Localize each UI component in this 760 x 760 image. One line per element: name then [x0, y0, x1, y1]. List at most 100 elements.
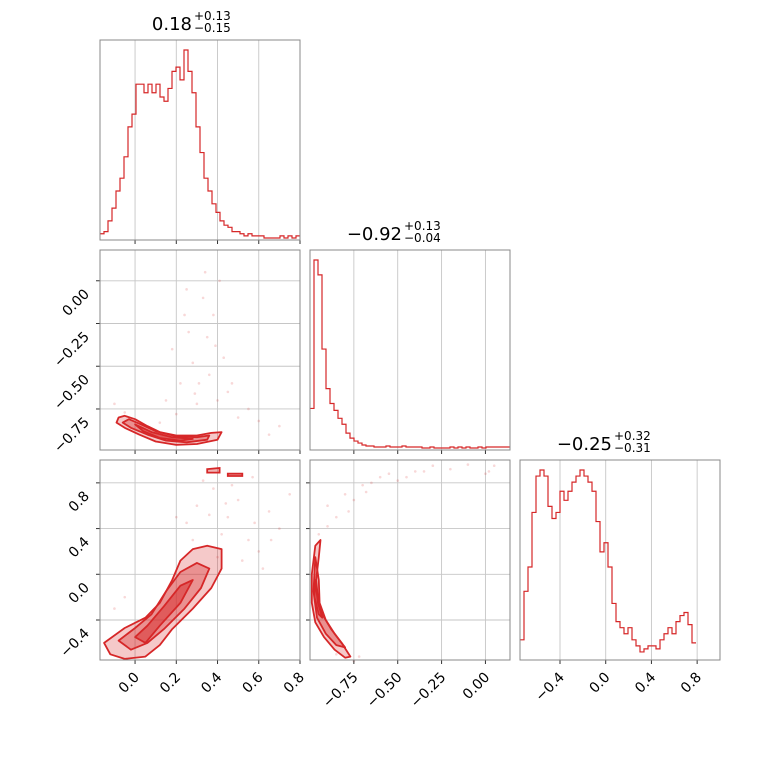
y-tick-label-param-2: 0.8 — [66, 488, 93, 515]
panel-0-1-sample-point — [205, 335, 209, 339]
panel-0-1-sample-point — [257, 419, 261, 423]
panel-0-1-sample-point — [174, 412, 178, 416]
panel-0-1-sample-point — [170, 347, 174, 351]
panel-0-2-sample-point — [236, 498, 240, 502]
panel-1-2-sample-point — [431, 464, 435, 468]
x-tick-label-param-2: 0.4 — [632, 669, 659, 696]
title-param-2-plus: +0.32 — [614, 429, 651, 443]
panel-0-1-sample-point — [195, 402, 199, 406]
panel-0-2-sample-point — [224, 502, 228, 505]
panel-0-2-sample-point — [267, 510, 271, 513]
panel-0-1-sample-point — [207, 373, 211, 377]
panel-0-1-sample-point — [193, 392, 197, 395]
panel-1-2-sample-point — [361, 483, 364, 487]
y-tick-label-param-1: 0.00 — [59, 286, 92, 319]
y-tick-label-param-1: −0.50 — [51, 372, 93, 414]
panel-0-2-sample-point — [257, 550, 261, 553]
panel-0-1-sample-point — [201, 296, 205, 300]
panel-1-2-sample-point — [484, 472, 487, 476]
panel-0-2-sample-point — [191, 538, 195, 542]
x-tick-label-param-2: 0.0 — [586, 670, 613, 697]
y-tick-label-param-2: 0.0 — [66, 580, 93, 607]
title-param-1-minus: −0.04 — [404, 231, 441, 245]
x-tick-label-param-0: 0.2 — [157, 670, 184, 697]
y-tick-label-param-1: −0.75 — [51, 414, 93, 456]
panel-0-2-contour-level-3 — [134, 579, 194, 644]
y-tick-label-param-2: 0.4 — [66, 534, 93, 561]
panel-0-2-sample-point — [113, 607, 116, 610]
panel-1-2-contour-level-2 — [312, 556, 347, 649]
title-param-1-median: −0.92 — [347, 224, 402, 245]
panel-0-2-sample-point — [269, 538, 273, 542]
panel-1-2-contour-level-3 — [313, 579, 324, 619]
panel-0-1-sample-point — [123, 411, 127, 414]
panel-1-1-frame — [309, 249, 511, 451]
panel-1-2-sample-point — [378, 475, 382, 479]
plot-axes-layer: 0.18 +0.13−0.15−0.92 +0.13−0.04−0.25 +0.32−… — [51, 9, 721, 712]
panel-0-2-contour-island — [226, 472, 244, 477]
panel-0-1-sample-point — [113, 402, 116, 406]
panel-1-2-sample-point — [370, 481, 373, 485]
panel-0-2-sample-point — [230, 483, 234, 487]
panel-0-1-sample-point — [214, 344, 217, 348]
y-tick-label-param-2: −0.4 — [57, 625, 92, 660]
title-param-1-plus: +0.13 — [404, 219, 441, 233]
panel-0-1-sample-point — [230, 382, 234, 385]
panel-0-2-sample-point — [212, 487, 215, 490]
panel-0-1-sample-point — [236, 416, 240, 419]
panel-0-1-frame — [99, 249, 301, 451]
x-tick-label-param-2: −0.4 — [532, 669, 567, 704]
panel-1-2-sample-point — [326, 504, 329, 508]
panel-0-1-sample-point — [185, 288, 188, 291]
panel-0-1-sample-point — [179, 382, 182, 385]
panel-1-2-sample-point — [422, 470, 426, 473]
panel-0-2-sample-point — [195, 504, 199, 508]
panel-1-2-sample-point — [487, 470, 491, 473]
title-param-2-minus: −0.31 — [614, 441, 651, 455]
panel-0-1-sample-point — [226, 390, 230, 394]
title-param-0-median: 0.18 — [152, 14, 192, 35]
panel-0-2-contour-island — [206, 467, 221, 474]
x-tick-label-param-1: −0.75 — [320, 670, 362, 712]
x-tick-label-param-1: −0.50 — [364, 670, 406, 712]
panel-0-1-sample-point — [267, 433, 271, 436]
panel-0-2-sample-point — [174, 515, 178, 519]
panel-1-2-sample-point — [413, 470, 417, 473]
panel-1-2-sample-point — [335, 652, 338, 656]
panel-0-2-sample-point — [278, 527, 281, 530]
title-param-0-plus: +0.13 — [194, 9, 231, 23]
panel-1-2-sample-point — [364, 490, 368, 494]
panel-0-2-sample-point — [201, 479, 205, 482]
panel-1-2-sample-point — [405, 475, 408, 479]
title-param-2-median: −0.25 — [557, 434, 612, 455]
histogram-param-1 — [310, 259, 510, 449]
panel-1-2-sample-point — [492, 464, 496, 468]
x-tick-label-param-0: 0.6 — [240, 669, 267, 696]
panel-0-2-sample-point — [253, 521, 256, 525]
panel-0-2-sample-point — [207, 513, 211, 517]
panel-0-1-sample-point — [218, 279, 221, 283]
panel-0-2-sample-point — [288, 492, 291, 496]
panel-1-2-sample-point — [449, 467, 452, 471]
panel-0-1-sample-point — [212, 313, 215, 317]
plot-data-layer — [100, 49, 696, 663]
panel-0-1-sample-point — [247, 407, 250, 411]
panel-0-2-sample-point — [220, 532, 223, 536]
panel-0-2-sample-point — [240, 559, 244, 562]
panel-0-1-contour-level-3 — [134, 423, 194, 442]
x-tick-label-param-0: 0.0 — [116, 670, 143, 697]
panel-0-1-sample-point — [197, 382, 201, 385]
panel-1-2-sample-point — [396, 479, 400, 482]
panel-1-2-sample-point — [335, 515, 338, 519]
y-tick-label-param-1: −0.25 — [51, 329, 93, 371]
panel-1-2-sample-point — [352, 498, 356, 502]
panel-1-2-sample-point — [466, 463, 470, 466]
panel-0-2-sample-point — [123, 595, 127, 599]
x-tick-label-param-0: 0.4 — [198, 669, 225, 696]
panel-1-2-sample-point — [326, 524, 329, 528]
panel-0-0-frame — [99, 39, 301, 241]
title-param-0-minus: −0.15 — [194, 21, 231, 35]
panel-0-2-sample-point — [261, 567, 265, 570]
x-tick-label-param-1: 0.00 — [460, 670, 493, 703]
